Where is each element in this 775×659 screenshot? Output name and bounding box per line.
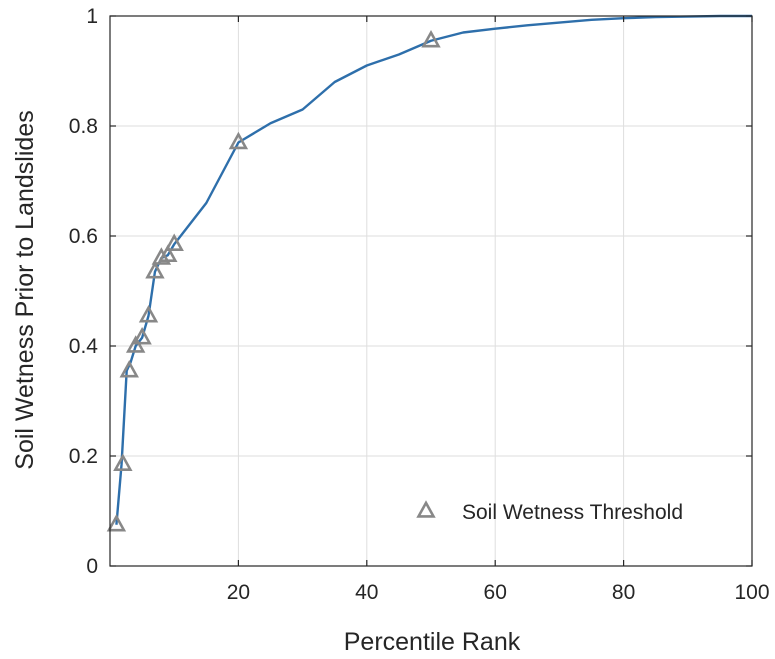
axes-box [109,15,753,567]
threshold-point-9 [164,233,184,251]
y-tick-label-3: 0.6 [69,225,98,248]
legend-label: Soil Wetness Threshold [462,501,683,524]
threshold-point-6 [145,260,165,279]
x-tick-label-4: 100 [734,581,769,604]
grid [110,15,753,567]
threshold-point-3 [125,335,146,353]
y-tick-label-5: 1 [86,5,98,28]
y-tick-label-0: 0 [86,555,98,578]
legend-marker-triangle [416,500,436,518]
threshold-point-4 [132,326,152,345]
y-tick-label-4: 0.8 [69,115,98,138]
y-tick-label-2: 0.4 [69,335,99,358]
tick-labels: 20 40 60 80 100 0 0.2 0.4 0.6 0.8 1 [69,5,770,604]
threshold-point-10 [228,131,249,150]
x-tick-label-2: 60 [484,581,507,604]
threshold-point-8 [158,244,178,262]
ticks [110,15,753,567]
series-layer [106,14,752,532]
series-line-0 [115,14,752,525]
threshold-point-0 [106,513,127,532]
x-axis-title: Percentile Rank [344,628,521,656]
y-tick-label-1: 0.2 [69,445,98,468]
x-tick-label-3: 80 [612,581,635,604]
threshold-point-1 [113,453,133,471]
threshold-point-5 [138,304,159,323]
x-tick-label-0: 20 [227,581,250,604]
y-axis-title: Soil Wetness Prior to Landslides [11,110,39,469]
threshold-point-7 [151,247,172,265]
threshold-point-2 [119,359,139,378]
legend: Soil Wetness Threshold [416,500,683,524]
threshold-point-11 [421,29,441,48]
x-tick-label-1: 40 [355,581,378,604]
